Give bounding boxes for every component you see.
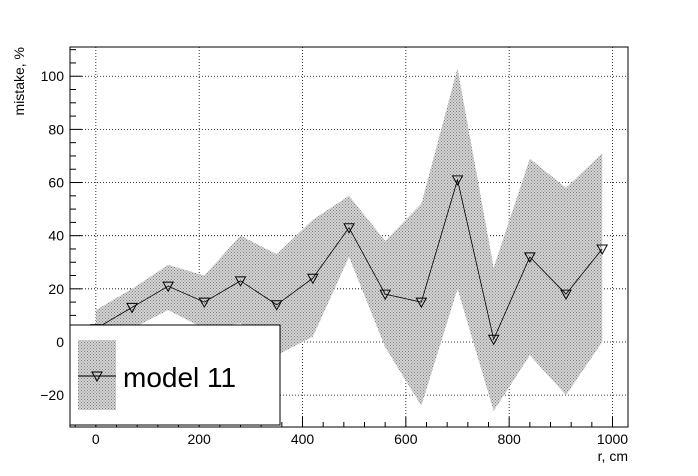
data-point: [343, 223, 355, 234]
y-tick-label: −20: [40, 387, 64, 403]
legend: model 11: [69, 324, 281, 426]
data-point: [306, 273, 319, 285]
legend-swatch: [78, 340, 116, 410]
data-point: [560, 289, 572, 301]
legend-marker: [91, 371, 103, 383]
y-tick-label: 40: [48, 228, 64, 244]
data-point: [451, 175, 464, 186]
y-tick-label: 60: [48, 175, 64, 191]
axes: 0 200 400 600 800 1000 −20 0 20 40 60 80 100: [40, 49, 628, 447]
x-tick-label: 600: [394, 431, 418, 447]
data-point: [487, 334, 500, 346]
x-tick-label: 200: [187, 431, 211, 447]
x-tick-label: 800: [497, 431, 521, 447]
y-tick-label: 20: [48, 281, 64, 297]
data-point: [523, 252, 536, 263]
x-tick-label: 0: [92, 431, 100, 447]
data-point: [126, 302, 138, 314]
legend-label: model 11: [123, 362, 236, 393]
data-point: [198, 297, 211, 309]
data-point: [596, 244, 609, 255]
x-tick-label: 1000: [597, 431, 628, 447]
data-point: [415, 297, 428, 309]
y-axis-title: mistake, %: [11, 47, 27, 115]
x-axis-title: r, cm: [598, 448, 628, 464]
y-tick-label: 100: [41, 68, 65, 84]
data-point: [162, 281, 175, 293]
y-tick-label: 0: [56, 334, 64, 350]
data-point: [234, 276, 247, 287]
series-line: [95, 178, 603, 341]
y-tick-label: 80: [48, 121, 64, 137]
x-tick-label: 400: [291, 431, 315, 447]
data-point: [270, 300, 283, 311]
series-polyline: [95, 178, 603, 341]
data-point: [379, 289, 392, 301]
plot-frame: [69, 46, 629, 428]
